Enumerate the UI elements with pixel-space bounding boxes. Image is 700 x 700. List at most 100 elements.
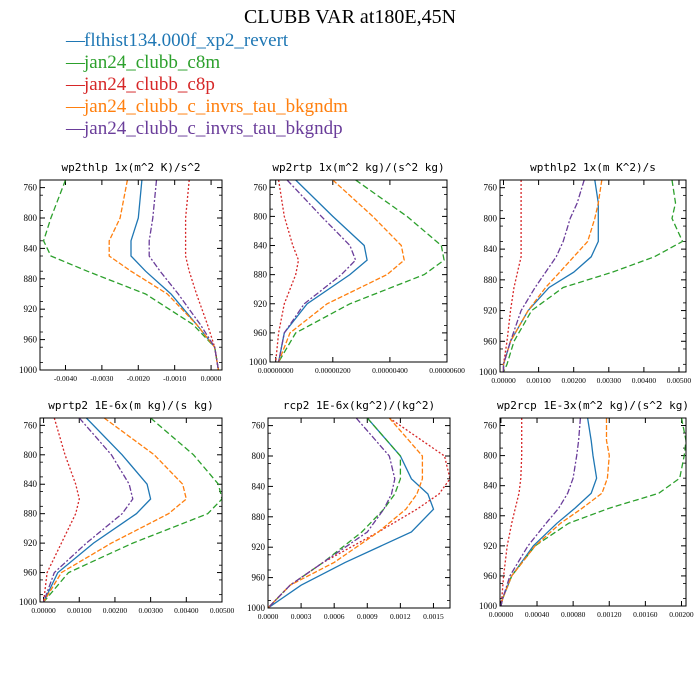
y-tick-label: 880	[484, 511, 498, 521]
legend-item: —jan24_clubb_c8m	[66, 52, 348, 74]
y-tick-label: 1000	[19, 365, 38, 375]
y-tick-label: 880	[24, 509, 38, 519]
legend-label: jan24_clubb_c_invrs_tau_bkgndm	[84, 96, 348, 117]
x-tick-label: 0.00000	[491, 376, 516, 385]
y-tick-label: 960	[24, 335, 38, 345]
legend-swatch: —	[66, 118, 85, 139]
x-tick-label: 0.00200	[103, 606, 128, 615]
figure-title: CLUBB VAR at180E,45N	[243, 6, 457, 28]
panel-title: wp2rtp 1x(m^2 kg)/(s^2 kg)	[272, 161, 444, 174]
x-tick-label: 0.0015	[423, 612, 444, 621]
x-tick-label: 0.00000200	[315, 366, 351, 375]
x-tick-label: 0.0003	[291, 612, 312, 621]
y-tick-label: 880	[254, 270, 268, 280]
x-tick-label: 0.00160	[633, 610, 658, 619]
y-tick-label: 960	[484, 336, 498, 346]
x-tick-label: 0.0009	[357, 612, 378, 621]
legend-item: —jan24_clubb_c_invrs_tau_bkgndm	[66, 96, 348, 118]
y-tick-label: 960	[252, 573, 266, 583]
series-line	[500, 418, 686, 606]
panel-title: wp2rcp 1E-3x(m^2 kg)/(s^2 kg)	[497, 399, 689, 412]
x-tick-label: 0.00000	[31, 606, 56, 615]
legend: —flthist134.000f_xp2_revert —jan24_clubb…	[66, 30, 348, 140]
x-tick-label: 0.00200	[669, 610, 694, 619]
y-tick-label: 840	[252, 481, 266, 491]
series-line	[108, 180, 220, 370]
series-line	[130, 180, 220, 370]
y-tick-label: 800	[24, 213, 38, 223]
y-tick-label: 960	[254, 328, 268, 338]
x-tick-label: 0.00300	[138, 606, 163, 615]
panel-title: wpthlp2 1x(m K^2)/s	[530, 161, 656, 174]
y-tick-label: 1000	[247, 603, 266, 613]
y-tick-label: 920	[24, 538, 38, 548]
y-tick-label: 920	[24, 304, 38, 314]
series-line	[42, 180, 220, 370]
y-tick-label: 880	[24, 274, 38, 284]
y-tick-label: 760	[252, 421, 266, 431]
series-line	[42, 418, 80, 602]
series-line	[268, 418, 450, 608]
series-line	[184, 180, 220, 370]
y-tick-label: 840	[254, 241, 268, 251]
series-line	[268, 418, 396, 608]
panel-title: wprtp2 1E-6x(m kg)/(s kg)	[48, 399, 214, 412]
y-tick-label: 840	[24, 479, 38, 489]
y-tick-label: 1000	[479, 601, 498, 611]
y-tick-label: 880	[484, 275, 498, 285]
panel-1: wp2thlp 1x(m^2 K)/s^2 760 800 840 880 920 960 1…	[19, 161, 223, 383]
y-tick-label: 760	[24, 183, 38, 193]
y-tick-label: 800	[252, 451, 266, 461]
legend-label: flthist134.000f_xp2_revert	[84, 30, 289, 51]
panel-2: wp2rtp 1x(m^2 kg)/(s^2 kg) 760 800 840 880 92…	[249, 161, 465, 375]
plot-frame	[499, 417, 687, 607]
x-tick-label: 0.00500	[210, 606, 235, 615]
y-tick-label: 880	[252, 512, 266, 522]
x-tick-label: 0.00120	[597, 610, 622, 619]
legend-label: jan24_clubb_c_invrs_tau_bkgndp	[84, 118, 343, 139]
series-line	[268, 418, 402, 608]
panel-6: wp2rcp 1E-3x(m^2 kg)/(s^2 kg) 760 800 840 88…	[479, 399, 694, 619]
series-line	[500, 418, 523, 606]
series-line	[502, 180, 684, 372]
x-tick-label: 0.0000	[201, 374, 222, 383]
x-tick-label: -0.0020	[127, 374, 150, 383]
series-line	[500, 418, 610, 606]
x-tick-label: 0.00000400	[372, 366, 408, 375]
legend-swatch: —	[66, 30, 85, 51]
x-tick-label: 0.0012	[390, 612, 411, 621]
y-tick-label: 1000	[19, 597, 38, 607]
series-line	[500, 418, 598, 606]
y-tick-label: 800	[484, 213, 498, 223]
x-tick-label: 0.00100	[526, 376, 551, 385]
plot-frame	[39, 179, 223, 371]
series-line	[277, 180, 357, 362]
y-tick-label: 840	[24, 243, 38, 253]
y-tick-label: 760	[484, 421, 498, 431]
legend-swatch: —	[66, 52, 85, 73]
legend-swatch: —	[66, 96, 85, 117]
panel-5: rcp2 1E-6x(kg^2)/(kg^2) 760 800 840 880 920 96…	[247, 399, 451, 621]
x-tick-label: 0.00040	[525, 610, 550, 619]
series-line	[278, 180, 445, 362]
legend-swatch: —	[66, 74, 85, 95]
x-tick-label: 0.00500	[667, 376, 692, 385]
y-tick-label: 920	[254, 299, 268, 309]
x-tick-label: 0.00400	[632, 376, 657, 385]
series-line	[268, 418, 424, 608]
x-tick-label: 0.00100	[67, 606, 92, 615]
panel-title: rcp2 1E-6x(kg^2)/(kg^2)	[283, 399, 435, 412]
x-tick-label: -0.0030	[90, 374, 113, 383]
series-line	[275, 180, 300, 362]
series-line	[277, 180, 405, 362]
series-line	[43, 418, 188, 602]
y-tick-label: 840	[484, 244, 498, 254]
series-line	[43, 418, 222, 602]
series-line	[502, 180, 599, 372]
legend-item: —flthist134.000f_xp2_revert	[66, 30, 348, 52]
legend-item: —jan24_clubb_c_invrs_tau_bkgndp	[66, 118, 348, 140]
plot-frame	[499, 179, 687, 373]
panel-3: wpthlp2 1x(m K^2)/s 760 800 840 880 920 960 100…	[479, 161, 691, 385]
series-line	[148, 180, 220, 370]
